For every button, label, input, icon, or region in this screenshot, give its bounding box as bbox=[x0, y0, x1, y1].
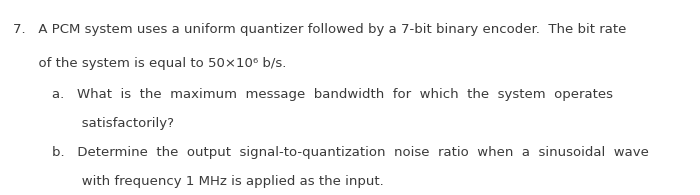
Text: b.   Determine  the  output  signal-to-quantization  noise  ratio  when  a  sinu: b. Determine the output signal-to-quanti… bbox=[52, 146, 650, 159]
Text: of the system is equal to 50×10⁶ b/s.: of the system is equal to 50×10⁶ b/s. bbox=[13, 57, 286, 70]
Text: a.   What  is  the  maximum  message  bandwidth  for  which  the  system  operat: a. What is the maximum message bandwidth… bbox=[52, 88, 613, 101]
Text: 7.   A PCM system uses a uniform quantizer followed by a 7-bit binary encoder.  : 7. A PCM system uses a uniform quantizer… bbox=[13, 23, 626, 36]
Text: with frequency 1 MHz is applied as the input.: with frequency 1 MHz is applied as the i… bbox=[52, 176, 384, 189]
Text: satisfactorily?: satisfactorily? bbox=[52, 117, 174, 130]
